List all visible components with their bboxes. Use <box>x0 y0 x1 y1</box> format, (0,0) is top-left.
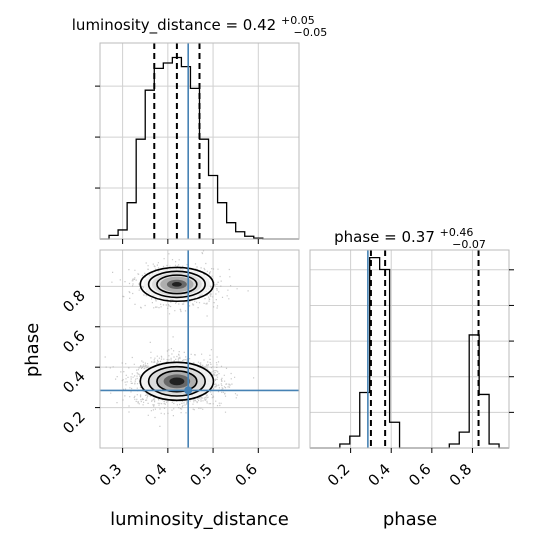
phase-title-sub: −0.07 <box>452 238 486 251</box>
luminosity-distance-title-sub: −0.05 <box>294 26 328 39</box>
luminosity-distance-histogram-frame <box>99 42 300 240</box>
x-tick-label: 0.6 <box>232 460 262 490</box>
joint-density-frame <box>99 249 300 449</box>
phase-title: phase = 0.37 +0.46 −0.07 <box>334 222 486 251</box>
contour-line <box>156 370 198 393</box>
x-axis-label-luminosity-distance: luminosity_distance <box>110 509 289 530</box>
luminosity-distance-histogram-step <box>100 56 299 240</box>
y-axis-label-phase: phase <box>22 323 43 377</box>
joint-density-shading <box>140 268 214 401</box>
x-tick-label: 0.4 <box>141 460 171 490</box>
y-tick-label: 0.4 <box>59 367 89 397</box>
y-tick-label: 0.8 <box>59 286 89 316</box>
x-axis-label-phase: phase <box>383 509 437 530</box>
x-tick-label: 0.6 <box>405 460 435 490</box>
luminosity-distance-histogram-yticks <box>95 85 259 244</box>
y-tick-label: 0.6 <box>59 327 89 357</box>
luminosity-distance-title: luminosity_distance = 0.42 +0.05 −0.05 <box>72 10 327 39</box>
contour-line <box>139 361 215 402</box>
phase-histogram-panel: 0.2 0.4 0.6 0.8 phase = 0.37 +0.46 −0.07 <box>309 222 514 490</box>
x-tick-label: 0.3 <box>96 460 126 490</box>
joint-x-tick-labels: 0.3 0.4 0.5 0.6 <box>96 448 261 490</box>
contour-line <box>156 274 198 295</box>
x-tick-label: 0.4 <box>364 460 394 490</box>
density-level <box>169 377 185 386</box>
phase-title-label: phase = 0.37 <box>334 228 435 246</box>
x-tick-label: 0.8 <box>446 460 476 490</box>
phase-histogram-yticks <box>509 269 514 413</box>
luminosity-distance-title-label: luminosity_distance = 0.42 <box>72 16 276 35</box>
joint-density-panel: 0.3 0.4 0.5 0.6 0.2 0.4 0.6 0.8 <box>59 249 300 490</box>
luminosity-distance-histogram-panel: luminosity_distance = 0.42 +0.05 −0.05 <box>72 10 327 244</box>
x-tick-label: 0.5 <box>186 460 216 490</box>
contour-line <box>139 266 215 303</box>
luminosity-distance-quantile-lines <box>153 43 201 239</box>
y-tick-label: 0.2 <box>59 408 89 438</box>
joint-y-tick-labels: 0.2 0.4 0.6 0.8 <box>59 285 100 438</box>
contour-line <box>147 270 206 299</box>
phase-histogram-frame <box>309 249 510 449</box>
phase-histogram-grid <box>310 250 509 448</box>
density-level <box>171 282 182 287</box>
joint-density-contours <box>139 266 215 402</box>
phase-x-tick-labels: 0.2 0.4 0.6 0.8 <box>324 448 475 490</box>
joint-truth-point <box>184 386 193 395</box>
phase-quantile-lines <box>369 250 480 448</box>
contour-line <box>147 365 206 397</box>
luminosity-distance-title-sup: +0.05 <box>281 14 315 27</box>
x-tick-label: 0.2 <box>324 460 354 490</box>
phase-title-sup: +0.46 <box>440 226 474 239</box>
luminosity-distance-histogram-grid <box>100 43 299 239</box>
